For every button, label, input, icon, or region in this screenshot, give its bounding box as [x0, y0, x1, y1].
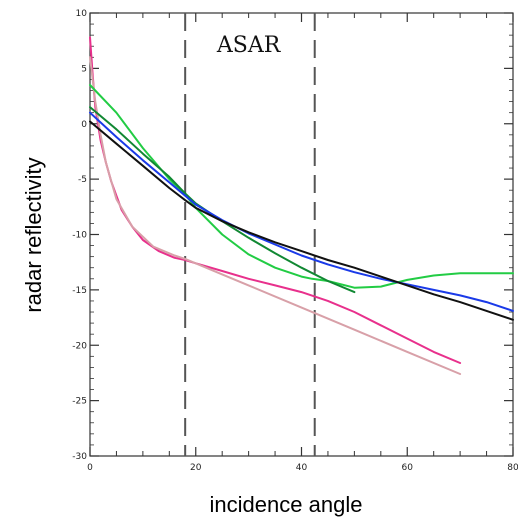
asar-annotation: ASAR: [216, 33, 282, 58]
x-tick-label: 60: [402, 463, 414, 473]
series-line: [89, 111, 514, 312]
series-line: [89, 84, 514, 289]
x-tick-label: 20: [190, 463, 202, 473]
y-tick-label: -10: [72, 231, 87, 241]
x-tick-label: 80: [507, 463, 518, 473]
series-line: [89, 120, 514, 321]
ticks: [89, 12, 514, 457]
x-tick-label: 0: [87, 463, 93, 473]
y-tick-label: -25: [72, 397, 87, 407]
series-line: [89, 56, 462, 375]
asar-boundary-lines: [184, 13, 316, 456]
y-tick-label: 0: [81, 120, 87, 130]
y-tick-label: -20: [72, 341, 87, 351]
y-tick-label: -15: [72, 286, 87, 296]
x-axis-title: incidence angle: [210, 492, 363, 517]
x-tick-label: 40: [296, 463, 308, 473]
axes-frame: [89, 12, 514, 457]
y-tick-label: 10: [76, 9, 88, 19]
y-tick-label: -5: [78, 175, 87, 185]
y-tick-label: 5: [81, 64, 87, 74]
y-tick-label: -30: [72, 452, 87, 462]
plot-area-border: [89, 12, 514, 457]
y-axis-title: radar reflectivity: [21, 157, 46, 312]
series-line: [89, 36, 462, 364]
tick-labels: 0 20 40 60 80 10 5 0 -5 -10 -15 -20 -25 -30: [72, 9, 518, 473]
series-lines: [89, 36, 514, 375]
